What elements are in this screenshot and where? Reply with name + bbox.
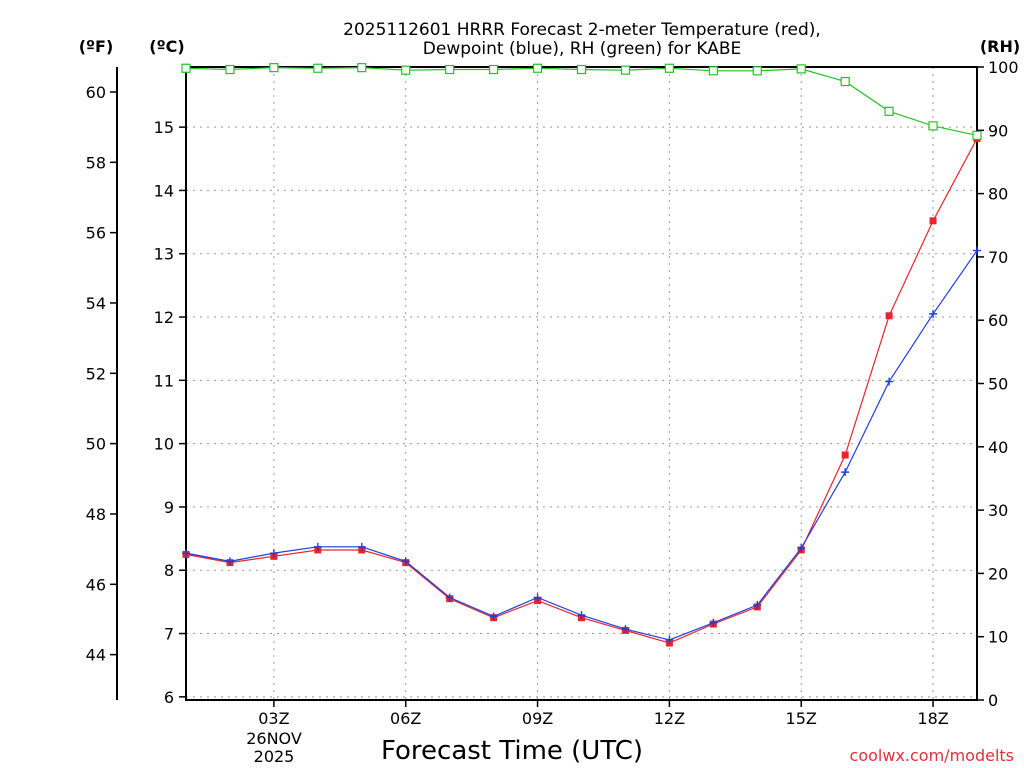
celsius-tick-label: 7 (164, 625, 174, 644)
rh-point (489, 64, 499, 75)
celsius-tick-label: 12 (154, 308, 174, 327)
rh-tick-label: 80 (988, 185, 1008, 204)
dewpoint-point (313, 542, 322, 551)
date-label-year: 2025 (254, 747, 295, 766)
fahrenheit-tick-label: 46 (86, 575, 106, 594)
rh-point (884, 106, 894, 116)
celsius-tick-label: 9 (164, 498, 174, 517)
celsius-tick-label: 11 (154, 371, 174, 390)
celsius-tick-label: 13 (154, 245, 174, 264)
dewpoint-point (841, 468, 850, 477)
rh-point (928, 121, 938, 131)
dewpoint-point (357, 542, 366, 551)
x-tick-label: 03Z (258, 709, 289, 728)
series-layer (181, 63, 982, 647)
fahrenheit-tick-label: 58 (86, 153, 106, 172)
rh-point (401, 65, 411, 75)
fahrenheit-tick-label: 44 (86, 646, 106, 665)
temperature-point (841, 451, 849, 459)
x-tick-label: 09Z (522, 709, 553, 728)
dewpoint-point (709, 618, 718, 627)
rh-point (576, 64, 587, 75)
dewpoint-point (225, 557, 234, 566)
celsius-tick-label: 10 (154, 435, 174, 454)
dewpoint-point (665, 635, 674, 644)
temperature-point (929, 217, 937, 225)
rh-tick-label: 90 (988, 121, 1008, 140)
dewpoint-point (577, 611, 586, 620)
rh-point (620, 65, 631, 75)
fahrenheit-tick-label: 56 (86, 224, 106, 243)
rh-point (972, 130, 982, 140)
axes-layer (110, 66, 984, 707)
rh-point (313, 63, 323, 73)
rh-line (185, 66, 978, 136)
rh-tick-label: 100 (988, 58, 1019, 77)
rh-point (752, 66, 762, 76)
credit-text: coolwx.com/modelts (850, 746, 1014, 765)
chart-title-line1: 2025112601 HRRR Forecast 2-meter Tempera… (343, 20, 821, 40)
x-axis-label: Forecast Time (UTC) (381, 736, 643, 766)
fahrenheit-tick-label: 48 (86, 505, 106, 524)
fahrenheit-tick-label: 54 (86, 294, 106, 313)
celsius-tick-label: 14 (154, 181, 174, 200)
rh-point (796, 64, 806, 74)
rh-tick-label: 40 (988, 438, 1008, 457)
fahrenheit-unit-label: (ºF) (79, 37, 114, 56)
date-label-day: 26NOV (246, 729, 302, 748)
chart-title-line2: Dewpoint (blue), RH (green) for KABE (423, 39, 741, 59)
rh-unit-label: (RH) (980, 37, 1020, 56)
rh-point (445, 64, 455, 75)
rh-tick-label: 70 (988, 248, 1008, 267)
grid-layer (186, 67, 977, 700)
dewpoint-line (185, 250, 978, 641)
temperature-point (885, 312, 893, 320)
dewpoint-point (489, 612, 498, 621)
dewpoint-point (929, 309, 938, 318)
rh-point (840, 76, 850, 87)
rh-point (664, 63, 674, 73)
rh-point (269, 63, 279, 73)
x-tick-label: 18Z (917, 709, 948, 728)
dewpoint-point (269, 549, 278, 558)
rh-tick-label: 30 (988, 501, 1008, 520)
x-tick-label: 06Z (390, 709, 421, 728)
dewpoint-point (973, 246, 981, 255)
x-tick-label: 15Z (786, 709, 817, 728)
rh-tick-label: 50 (988, 375, 1008, 394)
plot-frame (185, 66, 978, 701)
tick-label-layer: 6 7 8 9 10 11 12 13 14 15 44 46 48 50 52 54 56 58 60 0 10 20 3… (86, 58, 1019, 728)
celsius-tick-label: 8 (164, 561, 174, 580)
rh-tick-label: 20 (988, 564, 1008, 583)
rh-point (181, 63, 191, 73)
dewpoint-point (445, 593, 454, 602)
celsius-unit-label: (ºC) (149, 37, 184, 56)
dewpoint-point (753, 601, 762, 610)
dewpoint-point (401, 557, 410, 566)
dewpoint-point (182, 549, 190, 558)
rh-tick-label: 0 (988, 691, 998, 710)
rh-point (225, 64, 235, 75)
temperature-line (185, 138, 978, 644)
rh-point (357, 63, 367, 73)
dewpoint-point (797, 544, 806, 553)
rh-tick-label: 10 (988, 628, 1008, 647)
fahrenheit-tick-label: 50 (86, 435, 106, 454)
dewpoint-point (885, 377, 894, 386)
rh-tick-label: 60 (988, 311, 1008, 330)
x-tick-label: 12Z (654, 709, 685, 728)
fahrenheit-tick-label: 52 (86, 364, 106, 383)
dewpoint-point (621, 625, 630, 634)
celsius-tick-label: 15 (154, 118, 174, 137)
fahrenheit-tick-label: 60 (86, 83, 106, 102)
rh-point (708, 66, 718, 76)
rh-point (532, 63, 543, 73)
celsius-tick-label: 6 (164, 688, 174, 707)
dewpoint-point (533, 593, 542, 602)
